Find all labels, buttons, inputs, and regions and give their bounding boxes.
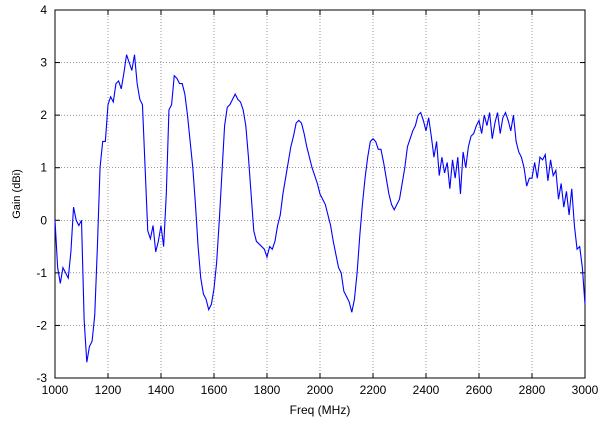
y-tick-label: 1 [40, 161, 47, 175]
y-tick-label: 4 [40, 3, 47, 17]
y-tick-label: 0 [40, 213, 47, 227]
x-tick-label: 2600 [466, 383, 493, 397]
x-axis-label: Freq (MHz) [290, 403, 351, 417]
x-tick-label: 3000 [572, 383, 599, 397]
x-tick-label: 2800 [519, 383, 546, 397]
x-tick-label: 2400 [413, 383, 440, 397]
y-tick-label: -2 [36, 318, 47, 332]
y-tick-label: 2 [40, 108, 47, 122]
x-tick-label: 1800 [254, 383, 281, 397]
x-tick-label: 1600 [201, 383, 228, 397]
plot-frame [54, 9, 586, 379]
y-tick-label: -3 [36, 371, 47, 385]
y-tick-label: 3 [40, 56, 47, 70]
x-tick-label: 2200 [360, 383, 387, 397]
x-tick-label: 1000 [42, 383, 69, 397]
x-tick-label: 1400 [148, 383, 175, 397]
y-axis-label: Gain (dBi) [11, 169, 23, 219]
x-tick-label: 1200 [95, 383, 122, 397]
x-tick-label: 2000 [307, 383, 334, 397]
y-tick-label: -1 [36, 266, 47, 280]
data-line [54, 54, 586, 363]
